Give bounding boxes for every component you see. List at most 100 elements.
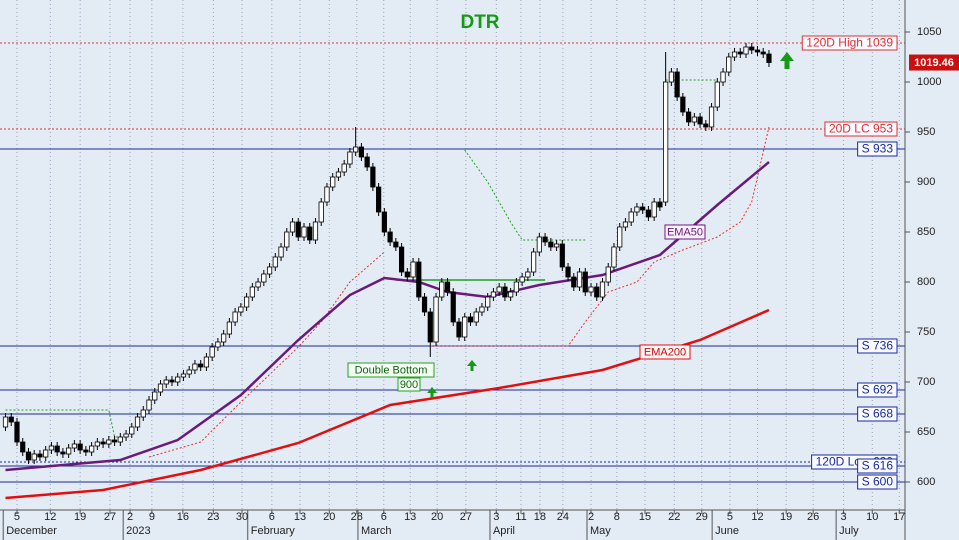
candle-body — [330, 176, 336, 188]
candle-body — [209, 346, 215, 358]
candle-body — [77, 443, 83, 451]
x-tick-label: 12 — [44, 511, 56, 523]
stop-line — [148, 251, 385, 458]
level-label: S 600 — [862, 475, 894, 489]
x-tick-label: 2 — [588, 511, 594, 523]
x-tick-label: 8 — [614, 511, 620, 523]
candle-body — [393, 241, 399, 248]
candle-body — [232, 311, 238, 323]
level-label-box — [857, 382, 898, 398]
line-label-box — [664, 224, 706, 240]
candle-body — [565, 266, 571, 278]
candle-body — [496, 286, 502, 293]
candle-body — [404, 271, 410, 278]
candle-body — [83, 449, 89, 453]
month-label: March — [361, 525, 392, 537]
candle-body — [519, 276, 525, 283]
stop-line — [464, 149, 586, 241]
candle-body — [318, 201, 324, 223]
arrow — [467, 360, 477, 371]
price-tag-box — [909, 54, 959, 71]
candle-body — [479, 306, 485, 313]
x-tick-label: 12 — [751, 511, 763, 523]
level-label: S 933 — [862, 142, 894, 156]
candle-body — [48, 445, 55, 451]
level-label-box — [801, 35, 898, 51]
candle-body — [553, 243, 560, 248]
candle-body — [651, 201, 657, 218]
candle-body — [376, 186, 382, 213]
candle-body — [215, 341, 221, 348]
candle-body — [467, 316, 474, 323]
month-label: April — [493, 525, 515, 537]
candle-body — [640, 206, 646, 211]
candle-body — [312, 221, 319, 241]
candle-body — [243, 296, 250, 308]
candle-body — [249, 286, 255, 298]
candle-body — [737, 51, 743, 55]
candle-body — [685, 111, 692, 123]
candle-body — [663, 81, 669, 203]
annotation-box — [397, 377, 421, 392]
candle-body — [680, 96, 686, 113]
x-tick-label: 3 — [493, 511, 499, 523]
candle-body — [456, 321, 462, 338]
x-tick-label: 27 — [460, 511, 472, 523]
x-tick-label: 2 — [127, 511, 133, 523]
candle-body — [307, 226, 313, 241]
x-tick-label: 20 — [431, 511, 443, 523]
candle-body — [272, 256, 278, 268]
x-tick-label: 9 — [149, 511, 155, 523]
candle-body — [559, 243, 565, 268]
candle-body — [703, 123, 709, 128]
candle-body — [571, 276, 577, 288]
candle-body — [410, 261, 416, 278]
candle-body — [54, 445, 60, 453]
candle-body — [708, 106, 715, 128]
candle-body — [134, 416, 141, 428]
level-label-box — [857, 406, 898, 422]
annotation-box — [347, 362, 435, 378]
candle-body — [203, 356, 210, 368]
x-tick-label: 15 — [639, 511, 651, 523]
y-tick-label: 1050 — [917, 26, 941, 38]
candle-body — [628, 211, 634, 223]
x-tick-label: 6 — [269, 511, 275, 523]
candle-body — [20, 441, 26, 453]
candle-body — [513, 281, 519, 293]
candle-body — [731, 51, 738, 58]
y-tick-label: 650 — [917, 426, 935, 438]
level-label: 20D LC 953 — [829, 122, 893, 136]
candle-body — [266, 266, 273, 275]
level-label: S 736 — [862, 339, 894, 353]
candle-body — [198, 363, 204, 368]
candle-body — [657, 201, 663, 208]
y-tick-label: 700 — [917, 376, 935, 388]
candle-body — [152, 391, 158, 401]
candle-body — [634, 206, 640, 213]
candle-body — [358, 146, 365, 158]
month-label: July — [839, 525, 859, 537]
stop-line — [430, 126, 770, 347]
level-label-box — [857, 458, 898, 474]
line-label: EMA200 — [644, 346, 686, 358]
candle-body — [525, 271, 531, 278]
level-label: S 692 — [862, 383, 894, 397]
candle-body — [295, 221, 301, 238]
candle-body — [2, 416, 9, 428]
candle-body — [221, 333, 227, 343]
annotation: 900 — [400, 379, 418, 391]
candle-body — [347, 151, 353, 165]
x-tick-label: 19 — [74, 511, 86, 523]
candle-body — [123, 433, 129, 438]
x-tick-label: 6 — [381, 511, 387, 523]
candle-body — [14, 421, 20, 443]
candle-body — [531, 251, 537, 273]
candle-body — [129, 426, 135, 435]
month-label: May — [590, 525, 611, 537]
line-label-box — [639, 344, 691, 360]
candle-body — [31, 453, 37, 461]
candle-body — [255, 281, 261, 288]
candle-body — [60, 451, 66, 455]
level-label-box — [857, 141, 898, 157]
